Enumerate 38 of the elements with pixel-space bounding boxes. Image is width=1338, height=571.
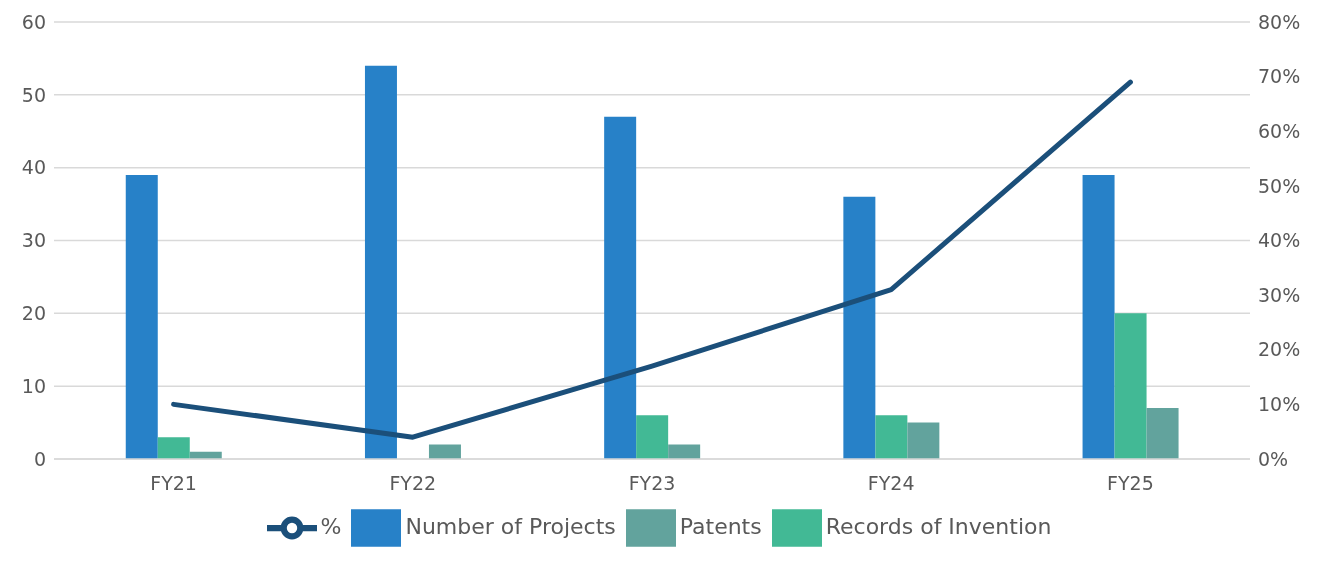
bar: [843, 196, 876, 459]
y2-tick-label: 40%: [1258, 229, 1301, 252]
bar: [1146, 408, 1179, 459]
x-tick-label: FY24: [867, 472, 915, 495]
x-tick-label: FY22: [389, 472, 437, 495]
bar: [428, 444, 461, 459]
bar: [907, 422, 940, 459]
y2-tick-label: 10%: [1258, 393, 1301, 416]
y-tick-label: 60: [21, 10, 46, 33]
bar: [1114, 313, 1147, 459]
bar: [364, 65, 397, 459]
y2-tick-label: 30%: [1258, 283, 1301, 306]
bar: [875, 415, 908, 459]
legend-label: %: [320, 514, 342, 539]
y2-tick-label: 20%: [1258, 338, 1301, 361]
bar: [636, 415, 669, 459]
x-tick-label: FY21: [150, 472, 197, 495]
x-tick-label: FY23: [628, 472, 676, 495]
y-tick-label: 0: [33, 447, 46, 470]
legend-label: Patents: [679, 514, 762, 539]
legend-label: Number of Projects: [405, 514, 616, 539]
y2-tick-label: 80%: [1258, 10, 1301, 33]
y2-tick-label: 0%: [1258, 447, 1289, 470]
y-tick-label: 40: [21, 156, 46, 179]
bar: [604, 116, 637, 459]
y-tick-label: 30: [21, 229, 46, 252]
y-tick-label: 50: [21, 83, 46, 106]
y-tick-label: 20: [21, 302, 46, 325]
y2-tick-label: 50%: [1258, 174, 1301, 197]
legend-label: Records of Invention: [825, 514, 1052, 539]
y2-tick-label: 60%: [1258, 119, 1301, 142]
bar: [1082, 174, 1115, 459]
y2-tick-label: 70%: [1258, 65, 1301, 88]
x-tick-label: FY25: [1107, 472, 1154, 495]
bar: [125, 174, 158, 459]
bar: [668, 444, 701, 459]
bar: [157, 437, 190, 459]
y-tick-label: 10: [21, 374, 46, 397]
